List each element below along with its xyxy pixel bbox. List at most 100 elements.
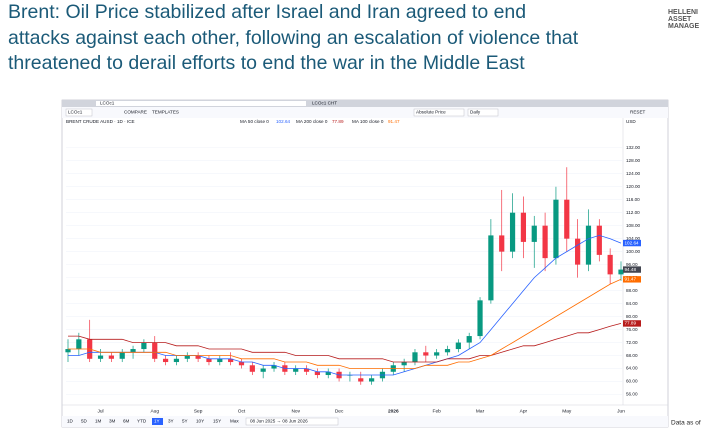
price-tag (623, 239, 641, 247)
y-tick-label: 64.00 (626, 366, 638, 371)
candle-body (206, 358, 212, 363)
x-tick-label: Mar (476, 408, 485, 414)
y-tick-label: 72.00 (626, 340, 638, 345)
candle-body (596, 225, 602, 255)
candle-body (314, 371, 320, 376)
candle-body (488, 235, 494, 301)
candle-body (303, 368, 310, 372)
moving-average (68, 323, 622, 363)
tab[interactable] (96, 101, 306, 106)
legend-label: MA 50 close 0 (240, 119, 269, 124)
y-tick-label: 120.00 (626, 184, 640, 189)
legend-label: MA 100 close 0 (352, 119, 384, 124)
symbol-box[interactable] (65, 108, 93, 117)
range-button[interactable]: 1M (95, 419, 102, 424)
y-tick-label: 104.00 (626, 236, 640, 241)
y-tick-label: 124.00 (626, 171, 640, 176)
range-button[interactable]: 3Y (168, 419, 174, 424)
legend-value: 102.64 (276, 119, 290, 124)
x-tick-label: Oct (238, 408, 246, 414)
logo-text: HELLENI (668, 9, 698, 16)
price-mode-label[interactable]: Absolute Price (416, 110, 446, 115)
candle-body (564, 199, 570, 239)
x-tick-label: Jul (97, 408, 103, 414)
range-button[interactable]: 1Y (154, 419, 160, 424)
candle-body (108, 355, 114, 359)
candle-body (466, 336, 472, 343)
range-button[interactable]: 1D (67, 419, 74, 424)
candle-body (423, 352, 429, 356)
candle-body (76, 339, 82, 350)
candle-body (358, 378, 364, 382)
y-tick-label: 56.00 (626, 392, 638, 397)
price-tag-label: 102.64 (625, 240, 639, 245)
moving-average (68, 278, 622, 369)
title-line: threatened to derail efforts to end the … (8, 52, 525, 74)
y-tick-label: 76.00 (626, 327, 638, 332)
range-button[interactable]: 6M (123, 419, 130, 424)
price-tag (623, 320, 641, 327)
range-button[interactable]: 10Y (196, 419, 204, 424)
candle-body (531, 225, 537, 242)
compare-button[interactable]: COMPARE (124, 110, 147, 115)
interval[interactable] (467, 108, 499, 117)
candle-body (553, 199, 559, 259)
y-tick-label: 100.00 (626, 249, 640, 254)
price-tag (623, 266, 641, 273)
range-button[interactable]: 5D (81, 419, 88, 424)
x-tick-label: Aug (150, 408, 159, 414)
tab-label[interactable]: LCOc1 CHT (312, 101, 337, 106)
candle-body (520, 212, 527, 242)
templates-button[interactable]: TEMPLATES (152, 110, 179, 115)
price-mode[interactable] (413, 108, 465, 117)
reset-button[interactable]: RESET (630, 110, 646, 115)
tab-bar (62, 100, 668, 107)
y-tick-label: 96.00 (626, 262, 638, 267)
y-tick-label: 80.00 (626, 314, 638, 319)
x-tick-label: Jun (617, 408, 625, 414)
range-button[interactable]: 15Y (213, 419, 221, 424)
y-tick-label: 88.00 (626, 288, 638, 293)
y-tick-label: 108.00 (626, 223, 640, 228)
symbol[interactable]: LCOc1 (68, 110, 83, 115)
candle-body (444, 349, 451, 353)
price-tag-label: 77.89 (625, 321, 637, 326)
footer-note: Data as of (671, 420, 701, 427)
date-range-box[interactable] (245, 417, 339, 426)
candle-body (293, 368, 299, 372)
y-tick-label: 132.00 (626, 145, 640, 150)
chart-frame (61, 99, 669, 428)
tab-label[interactable]: LCOc1 (100, 101, 115, 106)
y-tick-label: 128.00 (626, 158, 640, 163)
range-button[interactable]: 3M (109, 419, 116, 424)
candle-body (260, 368, 266, 372)
candle-body (217, 358, 223, 363)
candle-body (618, 269, 624, 275)
x-tick-label: Feb (433, 408, 442, 414)
date-range[interactable]: 08 Jun 2025 → 08 Jun 2026 (250, 419, 308, 424)
candle-body (271, 365, 277, 369)
y-tick-label: 60.00 (626, 379, 638, 384)
range-button[interactable]: 5Y (182, 419, 188, 424)
candle-body (412, 352, 418, 363)
candle-body (173, 358, 180, 363)
range-button[interactable]: Max (230, 419, 239, 424)
logo-text: ASSET (668, 16, 692, 23)
range-bar (62, 416, 668, 427)
candle-body (542, 225, 548, 259)
price-tag-label: 91.47 (625, 277, 637, 282)
candle-body (434, 352, 440, 356)
price-tag-label: 94.48 (625, 267, 637, 272)
x-tick-label: Nov (291, 408, 300, 414)
candle-body (369, 378, 375, 382)
candle-body (249, 365, 255, 372)
range-active[interactable] (152, 418, 163, 425)
candle-body (119, 352, 125, 359)
interval-label[interactable]: Daily (470, 110, 481, 115)
title-line: attacks against each other, following an… (8, 27, 579, 49)
title-line: Brent: Oil Price stabilized after Israel… (8, 1, 526, 23)
legend-label: MA 200 close 0 (296, 119, 328, 124)
range-button[interactable]: YTD (137, 419, 147, 424)
y-tick-label: 68.00 (626, 353, 638, 358)
moving-average (68, 234, 622, 376)
